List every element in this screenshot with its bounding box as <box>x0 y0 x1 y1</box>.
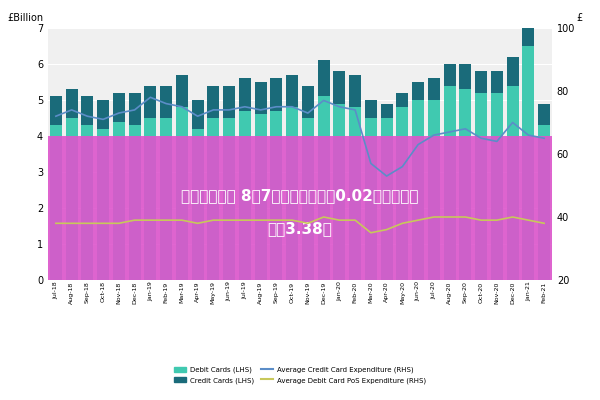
Bar <box>365 100 377 118</box>
Bar <box>145 118 156 280</box>
Text: 正规配资开户 8朎7日灵康转债下跌0.02％，转股溢: 正规配资开户 8朎7日灵康转债下跌0.02％，转股溢 <box>181 188 419 203</box>
Bar <box>428 100 440 280</box>
Bar <box>334 104 345 280</box>
Bar <box>208 118 219 280</box>
Bar <box>129 93 140 125</box>
Bar <box>239 78 251 111</box>
Bar <box>66 89 77 118</box>
Bar <box>271 111 282 280</box>
Bar <box>145 86 156 118</box>
Bar <box>97 129 109 280</box>
Bar <box>523 46 534 280</box>
Bar <box>302 86 314 118</box>
Bar <box>160 86 172 118</box>
Bar <box>286 75 298 107</box>
Bar <box>349 107 361 280</box>
Bar <box>460 64 471 89</box>
Bar <box>475 93 487 280</box>
Text: £Billion: £Billion <box>8 13 44 23</box>
Bar <box>160 118 172 280</box>
Bar <box>255 114 266 280</box>
Bar <box>444 64 455 86</box>
Bar <box>381 104 392 118</box>
Bar <box>223 118 235 280</box>
Bar <box>460 89 471 280</box>
Bar <box>412 100 424 280</box>
Bar <box>365 118 377 280</box>
Bar <box>208 86 219 118</box>
Bar <box>82 125 93 280</box>
Bar <box>523 21 534 46</box>
Bar <box>50 96 62 125</box>
Bar <box>192 129 203 280</box>
Bar <box>97 100 109 129</box>
Bar <box>192 100 203 129</box>
Bar <box>428 78 440 100</box>
Bar <box>412 82 424 100</box>
Bar <box>538 125 550 280</box>
Bar <box>397 93 408 107</box>
Bar <box>239 111 251 280</box>
Bar <box>82 96 93 125</box>
Bar <box>66 118 77 280</box>
Bar <box>129 125 140 280</box>
Bar <box>507 86 518 280</box>
Bar <box>491 71 503 93</box>
Bar <box>271 78 282 111</box>
Bar <box>255 82 266 114</box>
Text: 价獵3.38％: 价獵3.38％ <box>268 221 332 236</box>
Bar <box>318 60 329 96</box>
Bar <box>507 57 518 86</box>
Bar <box>50 125 62 280</box>
Bar <box>491 93 503 280</box>
Bar <box>302 118 314 280</box>
Bar <box>349 75 361 107</box>
Bar <box>223 86 235 118</box>
Bar <box>286 107 298 280</box>
Legend: Debit Cards (LHS), Credit Cards (LHS), Average Credit Card Expenditure (RHS), Av: Debit Cards (LHS), Credit Cards (LHS), A… <box>171 364 429 386</box>
Bar <box>397 107 408 280</box>
Bar <box>48 136 552 280</box>
Bar <box>113 122 125 280</box>
Bar <box>334 71 345 104</box>
Text: £: £ <box>576 13 582 23</box>
Bar <box>444 86 455 280</box>
Bar <box>538 104 550 125</box>
Bar <box>176 75 188 107</box>
Bar <box>475 71 487 93</box>
Bar <box>318 96 329 280</box>
Bar <box>113 93 125 122</box>
Bar <box>381 118 392 280</box>
Bar <box>176 107 188 280</box>
